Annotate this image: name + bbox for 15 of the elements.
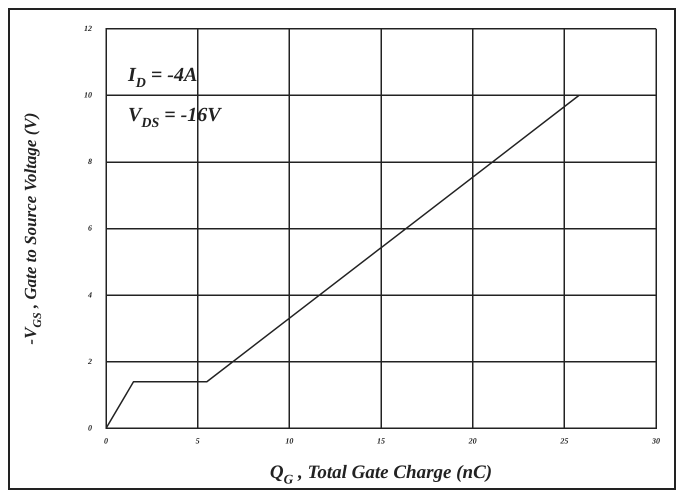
x-tick-label: 25 <box>559 436 568 446</box>
y-tick-label: 6 <box>88 224 92 233</box>
x-tick-label: 0 <box>104 436 108 446</box>
y-axis-title: -VGS , Gate to Source Voltage (V) <box>21 112 44 345</box>
x-tick-label: 30 <box>651 436 660 446</box>
y-tick-label: 0 <box>88 423 92 432</box>
y-tick-label: 4 <box>87 290 92 300</box>
y-tick-label: 8 <box>88 157 92 166</box>
x-tick-label: 20 <box>468 436 477 446</box>
x-tick-label: 5 <box>196 436 200 446</box>
y-tick-label: 12 <box>84 24 92 33</box>
x-tick-label: 15 <box>377 436 385 446</box>
x-tick-label: 10 <box>285 436 294 446</box>
y-tick-label: 10 <box>84 90 92 100</box>
y-tick-label: 2 <box>87 356 92 366</box>
